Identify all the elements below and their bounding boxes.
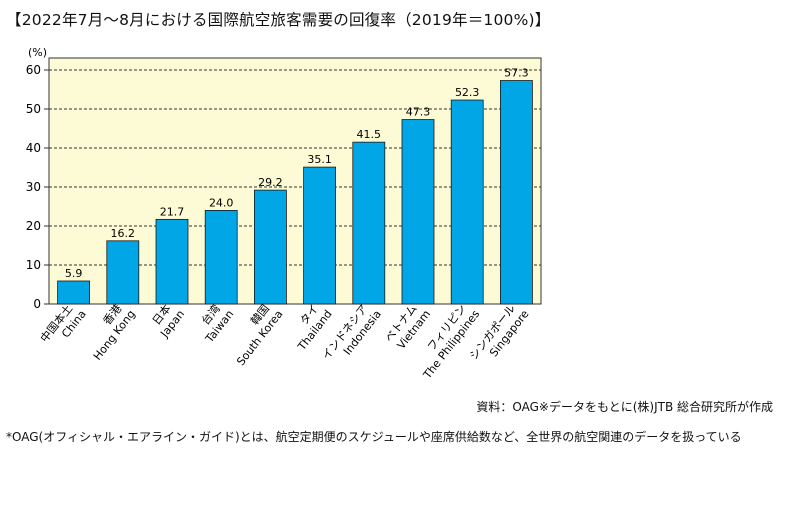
data-label: 29.2 (258, 176, 283, 189)
source-note: 資料：OAG※データをもとに(株)JTB 総合研究所が作成 (476, 400, 773, 414)
bar (155, 218, 189, 305)
y-unit-label: (%) (28, 46, 47, 59)
bar (204, 209, 238, 305)
data-label: 16.2 (111, 227, 136, 240)
data-label: 35.1 (307, 153, 332, 166)
y-tick-label: 10 (26, 258, 41, 272)
y-tick-label: 30 (26, 180, 41, 194)
y-tick-label: 40 (26, 141, 41, 155)
bar (106, 240, 140, 305)
footnote: *OAG(オフィシャル・エアライン・ガイド)とは、航空定期便のスケジュールや座席… (6, 430, 742, 444)
data-label: 5.9 (65, 267, 83, 280)
y-tick-label: 50 (26, 102, 41, 116)
bar (352, 141, 386, 305)
data-label: 21.7 (160, 205, 185, 218)
bar (57, 280, 90, 305)
data-label: 52.3 (455, 86, 480, 99)
y-tick-label: 0 (33, 297, 41, 311)
y-tick-label: 60 (26, 63, 41, 77)
bar (303, 166, 337, 305)
bar (499, 80, 533, 305)
data-label: 57.3 (504, 67, 529, 80)
data-label: 47.3 (406, 106, 431, 119)
y-tick-label: 20 (26, 219, 41, 233)
page-title: 【2022年7月〜8月における国際航空旅客需要の回復率（2019年＝100%)】 (6, 11, 551, 29)
data-label: 41.5 (357, 128, 382, 141)
bar (401, 119, 435, 305)
bar (450, 99, 484, 305)
data-label: 24.0 (209, 196, 234, 209)
bar (253, 189, 287, 305)
